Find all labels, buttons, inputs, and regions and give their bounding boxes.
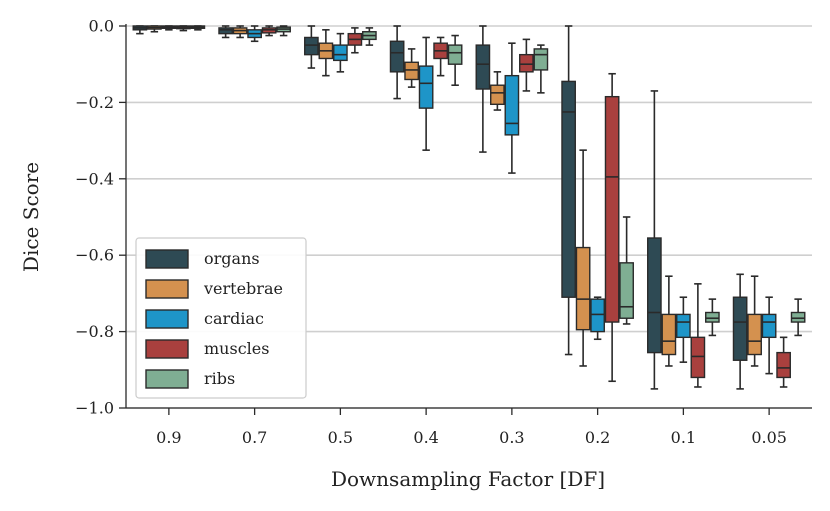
box-muscles-0.05 <box>776 336 791 388</box>
box-ribs-0.3 <box>533 44 549 94</box>
iqr-box <box>732 296 748 361</box>
x-tick-label: 0.05 <box>751 428 787 447</box>
legend-label-organs: organs <box>204 249 260 268</box>
iqr-box <box>790 311 806 323</box>
box-vertebrae-0.5 <box>318 29 334 77</box>
box-cardiac-0.9 <box>161 25 177 31</box>
box-vertebrae-0.9 <box>147 25 162 33</box>
iqr-box <box>418 65 434 109</box>
box-ribs-0.1 <box>705 298 720 337</box>
iqr-box <box>676 313 691 339</box>
box-ribs-0.2 <box>619 216 634 325</box>
box-cardiac-0.7 <box>247 25 262 43</box>
iqr-box <box>761 313 777 339</box>
iqr-box <box>304 36 319 56</box>
iqr-box <box>333 44 348 62</box>
x-tick-label: 0.7 <box>242 428 267 447</box>
box-vertebrae-0.3 <box>490 71 505 111</box>
y-axis-title: Dice Score <box>19 162 43 272</box>
box-organs-0.2 <box>561 25 576 356</box>
iqr-box <box>604 95 620 323</box>
x-axis-title: Downsampling Factor [DF] <box>331 467 605 491</box>
y-tick-label: −1.0 <box>75 399 114 418</box>
legend-label-ribs: ribs <box>204 369 235 388</box>
x-tick-label: 0.3 <box>499 428 524 447</box>
x-tick-label: 0.2 <box>585 428 610 447</box>
box-cardiac-0.4 <box>418 36 434 151</box>
y-tick-label: −0.4 <box>75 169 114 188</box>
iqr-box <box>747 313 762 356</box>
box-organs-0.05 <box>732 273 748 390</box>
legend-swatch-ribs <box>145 369 189 389</box>
legend-swatch-vertebrae <box>145 279 189 299</box>
iqr-box <box>647 237 662 354</box>
x-tick-label: 0.1 <box>671 428 696 447</box>
iqr-box <box>575 246 591 331</box>
box-vertebrae-0.4 <box>404 48 419 88</box>
box-ribs-0.5 <box>362 27 377 46</box>
iqr-box <box>504 74 520 136</box>
legend-swatch-muscles <box>145 339 189 359</box>
box-organs-0.5 <box>304 25 319 69</box>
y-tick-label: 0.0 <box>89 17 114 36</box>
box-cardiac-0.3 <box>504 42 520 174</box>
legend-label-muscles: muscles <box>204 339 269 358</box>
x-tick-label: 0.5 <box>328 428 353 447</box>
y-tick-label: −0.2 <box>75 93 114 112</box>
box-ribs-0.05 <box>790 298 806 337</box>
box-muscles-0.1 <box>690 283 706 388</box>
box-organs-0.1 <box>647 90 662 390</box>
iqr-box <box>619 262 634 319</box>
iqr-box <box>690 336 706 379</box>
legend-swatch-cardiac <box>145 309 189 329</box>
iqr-box <box>475 44 491 90</box>
iqr-box <box>661 313 677 356</box>
tick-labels: 0.0 −0.2 −0.4 −0.6 −0.8 −1.0 0.9 0.7 0.5 0.4 0.3 0.… <box>75 17 787 448</box>
box-ribs-0.4 <box>447 34 463 87</box>
box-organs-0.4 <box>389 25 405 100</box>
iqr-box <box>561 80 576 298</box>
iqr-box <box>590 298 605 333</box>
box-vertebrae-0.05 <box>747 275 762 367</box>
box-organs-0.3 <box>475 25 491 153</box>
box-muscles-0.5 <box>347 27 363 54</box>
x-tick-label: 0.9 <box>156 428 181 447</box>
box-muscles-0.3 <box>519 38 534 92</box>
iqr-box <box>705 311 720 323</box>
iqr-box <box>404 61 419 81</box>
box-cardiac-0.5 <box>333 32 348 73</box>
iqr-box <box>776 351 791 379</box>
legend-label-vertebrae: vertebrae <box>203 279 283 298</box>
iqr-box <box>533 48 549 71</box>
box-vertebrae-0.7 <box>232 25 248 39</box>
box-cardiac-0.1 <box>676 296 691 363</box>
axes <box>119 24 812 415</box>
box-ribs-0.9 <box>190 25 206 31</box>
iqr-box <box>447 44 463 65</box>
box-vertebrae-0.1 <box>661 275 677 367</box>
iqr-box <box>218 27 233 35</box>
box-cardiac-0.05 <box>761 296 777 375</box>
x-tick-label: 0.4 <box>413 428 438 447</box>
box-cardiac-0.2 <box>590 296 605 341</box>
box-muscles-0.4 <box>433 36 448 77</box>
y-tick-label: −0.6 <box>75 246 114 265</box>
iqr-box <box>519 53 534 73</box>
y-tick-label: −0.8 <box>75 322 114 341</box>
legend-swatch-organs <box>145 249 189 269</box>
box-organs-0.9 <box>132 25 148 35</box>
box-muscles-0.2 <box>604 72 620 383</box>
box-vertebrae-0.2 <box>575 149 591 367</box>
iqr-box <box>490 84 505 106</box>
legend: organs vertebrae cardiac muscles ribs <box>135 237 307 399</box>
box-plots <box>132 25 806 390</box>
box-organs-0.7 <box>218 25 233 39</box>
iqr-box <box>389 40 405 73</box>
box-muscles-0.7 <box>261 25 277 37</box>
legend-label-cardiac: cardiac <box>204 309 264 328</box>
box-ribs-0.7 <box>276 25 291 37</box>
box-muscles-0.9 <box>176 25 191 32</box>
